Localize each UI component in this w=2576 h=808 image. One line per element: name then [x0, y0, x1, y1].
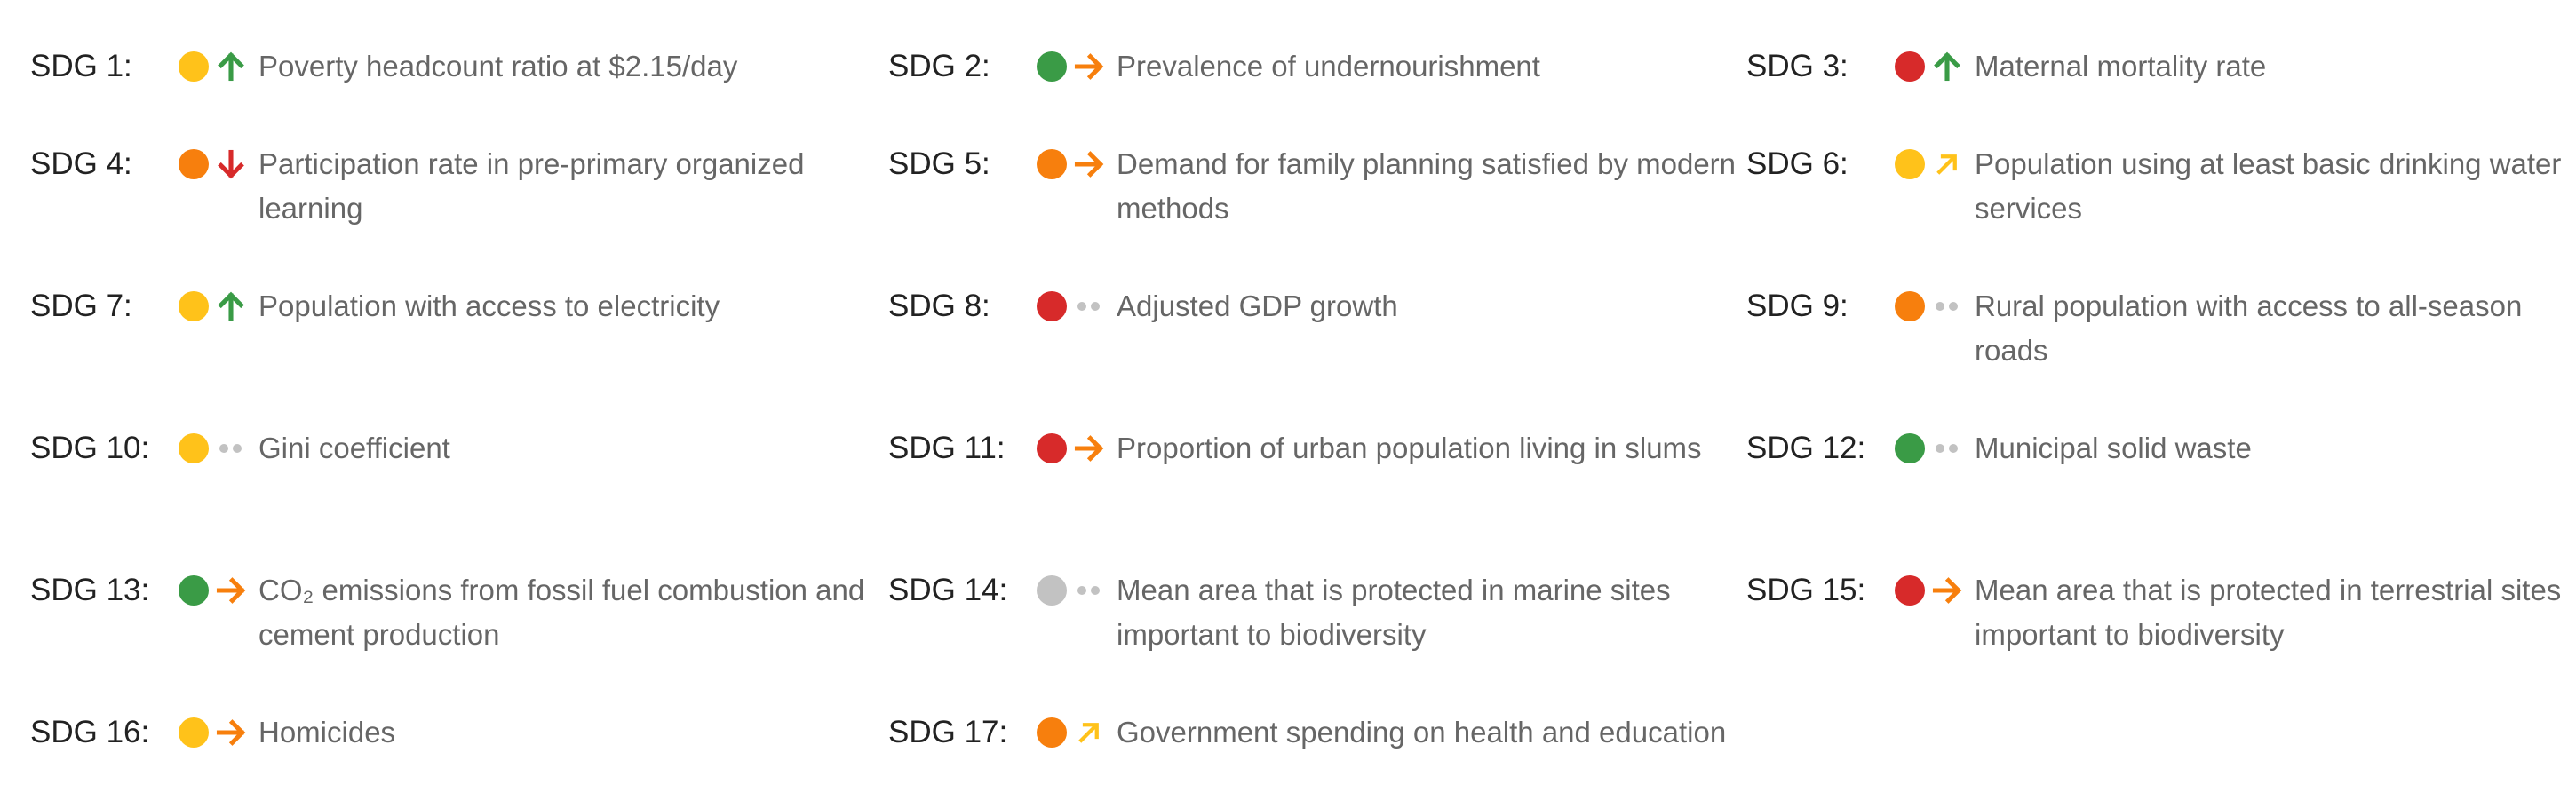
up-right-arrow-yellow-icon: [1067, 710, 1111, 755]
sdg-item-17: SDG 17: Government spending on health an…: [888, 710, 1746, 808]
indicator-text: Proportion of urban population living in…: [1117, 432, 1702, 464]
status-dot-red: [1895, 51, 1925, 82]
sdg-item-9: SDG 9: Rural population with access to a…: [1746, 284, 2576, 426]
sdg-label: SDG 4:: [30, 147, 132, 181]
sdg-item-8: SDG 8: Adjusted GDP growth: [888, 284, 1746, 426]
indicator-text: Mean area that is protected in marine si…: [1117, 574, 1671, 651]
right-arrow-icon: [1067, 142, 1111, 186]
right-arrow-icon: [1067, 44, 1111, 89]
sdg-label: SDG 8:: [888, 289, 990, 323]
down-arrow-icon: [209, 142, 253, 186]
status-dot-orange: [179, 149, 209, 179]
indicator-text: Population using at least basic drinking…: [1975, 147, 2562, 225]
sdg-item-4: SDG 4: Participation rate in pre-primary…: [30, 142, 888, 284]
no-data-dots-icon: [1067, 284, 1111, 329]
indicator-text: Participation rate in pre-primary organi…: [258, 147, 805, 225]
no-data-dots-icon: [209, 426, 253, 471]
status-dot-yellow: [179, 291, 209, 321]
status-dot-orange: [1895, 291, 1925, 321]
status-dot-grey: [1037, 575, 1067, 606]
status-dot-green: [1895, 433, 1925, 463]
sdg-item-14: SDG 14: Mean area that is protected in m…: [888, 568, 1746, 710]
no-data-dots-icon: [1925, 284, 1969, 329]
indicator-text: CO₂ emissions from fossil fuel combustio…: [258, 574, 865, 651]
indicator-text: Rural population with access to all-seas…: [1975, 289, 2523, 367]
up-arrow-icon: [209, 44, 253, 89]
status-dot-green: [1037, 51, 1067, 82]
sdg-label: SDG 3:: [1746, 49, 1849, 83]
right-arrow-icon: [209, 568, 253, 613]
sdg-item-2: SDG 2: Prevalence of undernourishment: [888, 44, 1746, 142]
sdg-item-5: SDG 5: Demand for family planning satisf…: [888, 142, 1746, 284]
sdg-label: SDG 5:: [888, 147, 990, 181]
sdg-label: SDG 17:: [888, 715, 1008, 749]
sdg-label: SDG 12:: [1746, 431, 1866, 465]
indicator-text: Poverty headcount ratio at $2.15/day: [258, 50, 738, 83]
sdg-label: SDG 1:: [30, 49, 132, 83]
status-dot-yellow: [179, 433, 209, 463]
indicator-text: Mean area that is protected in terrestri…: [1975, 574, 2562, 651]
sdg-dashboard-grid: SDG 1: Poverty headcount ratio at $2.15/…: [30, 44, 2576, 808]
sdg-label: SDG 15:: [1746, 573, 1866, 607]
up-right-arrow-icon: [1925, 142, 1969, 186]
sdg-label: SDG 10:: [30, 431, 150, 465]
indicator-text: Municipal solid waste: [1975, 432, 2252, 464]
sdg-item-15: SDG 15: Mean area that is protected in t…: [1746, 568, 2576, 710]
indicator-text: Prevalence of undernourishment: [1117, 50, 1540, 83]
sdg-item-1: SDG 1: Poverty headcount ratio at $2.15/…: [30, 44, 888, 142]
sdg-label: SDG 6:: [1746, 147, 1849, 181]
up-arrow-icon: [1925, 44, 1969, 89]
status-dot-green: [179, 575, 209, 606]
sdg-item-6: SDG 6: Population using at least basic d…: [1746, 142, 2576, 284]
sdg-label: SDG 7:: [30, 289, 132, 323]
indicator-text: Government spending on health and educat…: [1117, 716, 1727, 749]
status-dot-orange: [1037, 149, 1067, 179]
sdg-label: SDG 13:: [30, 573, 150, 607]
status-dot-yellow: [1895, 149, 1925, 179]
sdg-item-7: SDG 7: Population with access to electri…: [30, 284, 888, 426]
status-dot-orange: [1037, 717, 1067, 748]
right-arrow-icon: [209, 710, 253, 755]
sdg-item-13: SDG 13: CO₂ emissions from fossil fuel c…: [30, 568, 888, 710]
sdg-item-11: SDG 11: Proportion of urban population l…: [888, 426, 1746, 568]
indicator-text: Gini coefficient: [258, 432, 450, 464]
up-arrow-icon: [209, 284, 253, 329]
sdg-item-16: SDG 16: Homicides: [30, 710, 888, 808]
indicator-text: Demand for family planning satisfied by …: [1117, 147, 1737, 225]
no-data-dots-icon: [1067, 568, 1111, 613]
indicator-text: Maternal mortality rate: [1975, 50, 2267, 83]
sdg-label: SDG 9:: [1746, 289, 1849, 323]
sdg-item-12: SDG 12: Municipal solid waste: [1746, 426, 2576, 568]
sdg-label: SDG 11:: [888, 431, 1006, 465]
sdg-label: SDG 14:: [888, 573, 1008, 607]
status-dot-yellow: [179, 717, 209, 748]
indicator-text: Adjusted GDP growth: [1117, 289, 1398, 322]
sdg-label: SDG 16:: [30, 715, 150, 749]
status-dot-red: [1037, 291, 1067, 321]
indicator-text: Population with access to electricity: [258, 289, 720, 322]
indicator-text: Homicides: [258, 716, 396, 749]
status-dot-red: [1037, 433, 1067, 463]
right-arrow-icon: [1067, 426, 1111, 471]
sdg-item-10: SDG 10: Gini coefficient: [30, 426, 888, 568]
status-dot-yellow: [179, 51, 209, 82]
sdg-label: SDG 2:: [888, 49, 990, 83]
right-arrow-icon: [1925, 568, 1969, 613]
status-dot-red: [1895, 575, 1925, 606]
sdg-item-3: SDG 3: Maternal mortality rate: [1746, 44, 2576, 142]
no-data-dots-icon: [1925, 426, 1969, 471]
